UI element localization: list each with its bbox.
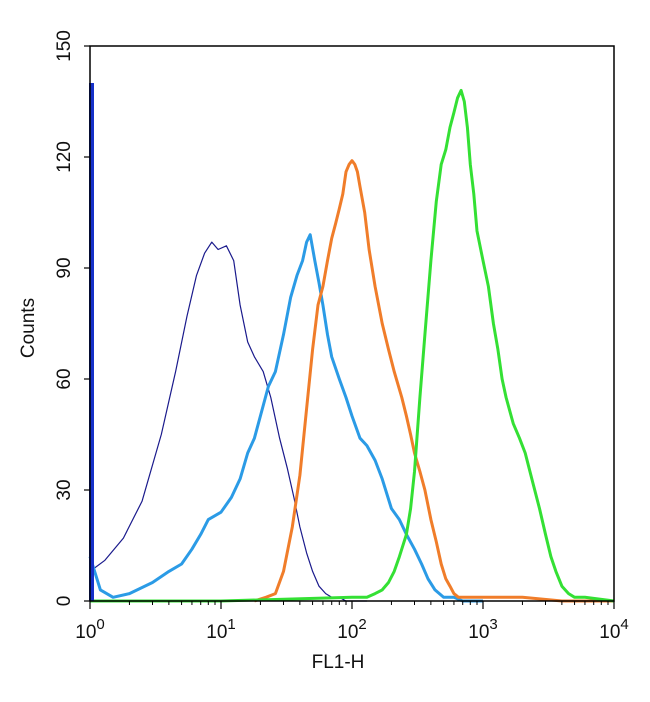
x-tick-label: 101 [206,616,235,643]
series-line-3 [253,159,614,603]
series-layer [88,83,615,603]
x-tick-label: 100 [75,616,104,643]
min-channel-spike [89,83,94,601]
ticks-layer: 0 30 60 90 120 150 100 101 102 103 104 [54,30,629,643]
x-axis-label: FL1-H [312,652,365,673]
x-tick-label: 102 [337,616,366,643]
y-tick-label: 120 [54,141,75,173]
series-line-2 [88,233,483,603]
y-axis-label: Counts [18,298,39,358]
series-line-4 [90,88,615,603]
x-tick-label: 104 [599,616,628,643]
y-tick-label: 90 [54,257,75,278]
x-tick-label: 103 [468,616,497,643]
plot-frame [89,45,615,602]
y-tick-label: 60 [54,368,75,389]
series-line-1 [89,241,367,602]
y-tick-label: 30 [54,479,75,500]
y-tick-label: 0 [54,596,75,607]
y-tick-label: 150 [54,30,75,62]
